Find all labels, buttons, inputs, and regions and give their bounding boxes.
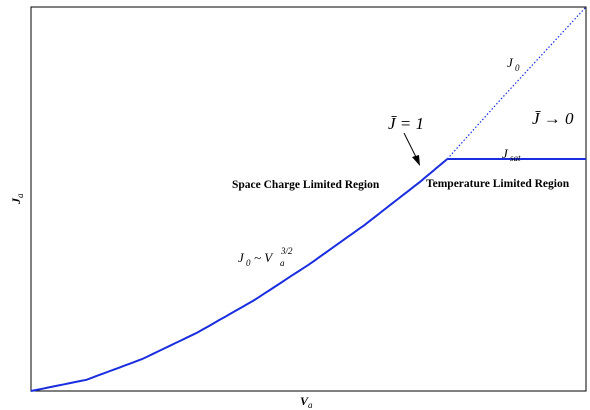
svg-text:J: J xyxy=(9,197,23,205)
plot-frame xyxy=(30,6,587,392)
j0-label-sub: 0 xyxy=(515,63,520,73)
transition-annotation: J̄ = 1 xyxy=(388,114,424,133)
region-left-label: Space Charge Limited Region xyxy=(232,179,380,191)
j0-label: J xyxy=(507,55,514,70)
transition-arrow-head xyxy=(412,155,420,166)
space-charge-curve xyxy=(30,158,448,392)
space-charge-extension-dotted xyxy=(446,6,587,160)
svg-text:0: 0 xyxy=(246,258,251,268)
y-axis-label: J a xyxy=(9,193,25,205)
svg-text:a: a xyxy=(308,400,313,410)
jsat-label-sub: sat xyxy=(510,153,521,163)
svg-text:V: V xyxy=(300,394,309,408)
svg-text:a: a xyxy=(15,193,25,198)
svg-text:J: J xyxy=(238,250,245,265)
jsat-label: J xyxy=(502,146,509,161)
region-right-label: Temperature Limited Region xyxy=(426,178,570,190)
limit-annotation: J̄ → 0 xyxy=(532,109,574,128)
svg-text:3/2: 3/2 xyxy=(280,246,293,256)
x-axis-label: V a xyxy=(300,394,313,410)
scaling-annotation: J 0 ~ V a 3/2 xyxy=(238,246,293,268)
svg-text:a: a xyxy=(280,258,285,268)
svg-text:~ V: ~ V xyxy=(254,250,274,265)
